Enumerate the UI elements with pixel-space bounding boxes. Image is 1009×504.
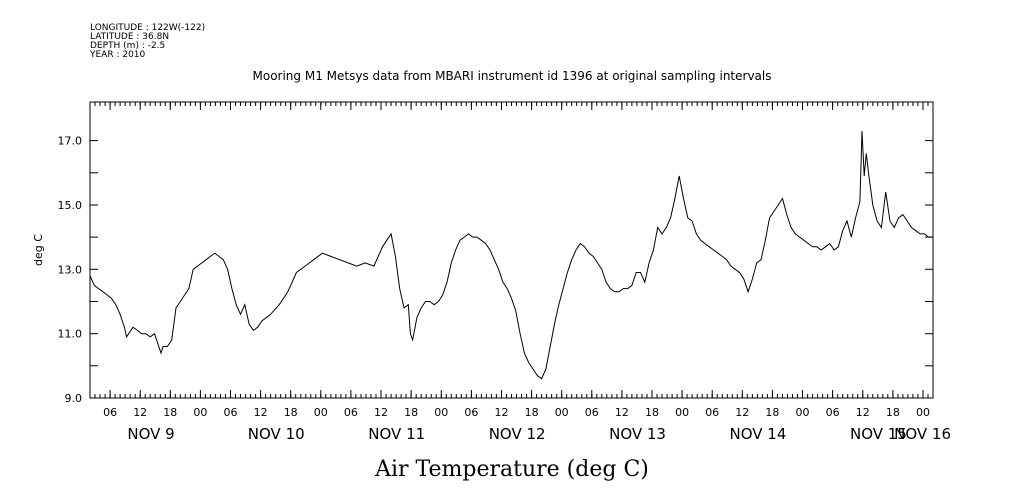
x-day-label: NOV 13 bbox=[609, 425, 666, 443]
x-hour-tick-label: 00 bbox=[916, 406, 930, 419]
x-hour-tick-label: 12 bbox=[735, 406, 749, 419]
x-day-label: NOV 15 bbox=[850, 425, 907, 443]
y-axis-label: deg C bbox=[32, 234, 45, 266]
y-tick-labels: 9.0 11.0 13.0 15.0 17.0 bbox=[58, 135, 83, 405]
x-hour-tick-label: 06 bbox=[344, 406, 358, 419]
y-ticks bbox=[90, 140, 933, 399]
plot-frame bbox=[89, 101, 934, 399]
x-hour-tick-label: 06 bbox=[705, 406, 719, 419]
x-day-label: NOV 11 bbox=[368, 425, 425, 443]
y-tick-label: 17.0 bbox=[58, 135, 83, 148]
longitude-text: LONGITUDE : 122W(-122) bbox=[90, 23, 205, 33]
x-hour-tick-label: 18 bbox=[404, 406, 418, 419]
y-tick-label: 13.0 bbox=[58, 263, 83, 276]
x-hour-tick-label: 18 bbox=[645, 406, 659, 419]
x-hour-tick-label: 00 bbox=[434, 406, 448, 419]
x-day-label: NOV 9 bbox=[127, 425, 174, 443]
x-hour-tick-label: 00 bbox=[193, 406, 207, 419]
x-day-labels: NOV 9 NOV 10 NOV 11 NOV 12 NOV 13 NOV 14 NOV 1… bbox=[127, 425, 951, 443]
x-hour-tick-label: 12 bbox=[133, 406, 147, 419]
year-text: YEAR : 2010 bbox=[89, 50, 146, 60]
latitude-text: LATITUDE : 36.8N bbox=[90, 32, 169, 42]
x-axis-title: Air Temperature (deg C) bbox=[374, 457, 649, 482]
x-hour-tick-label: 12 bbox=[254, 406, 268, 419]
x-hour-tick-label: 12 bbox=[374, 406, 388, 419]
header-info: LONGITUDE : 122W(-122) LATITUDE : 36.8N … bbox=[89, 23, 205, 60]
x-hour-tick-label: 18 bbox=[525, 406, 539, 419]
x-day-label: NOV 16 bbox=[894, 425, 951, 443]
x-day-label: NOV 14 bbox=[730, 425, 787, 443]
x-hour-tick-label: 18 bbox=[765, 406, 779, 419]
x-hour-tick-label: 06 bbox=[224, 406, 238, 419]
x-hour-tick-label: 18 bbox=[886, 406, 900, 419]
x-day-label: NOV 10 bbox=[248, 425, 305, 443]
x-major-ticks bbox=[109, 102, 924, 398]
x-hour-tick-label: 12 bbox=[495, 406, 509, 419]
x-hour-tick-label: 00 bbox=[796, 406, 810, 419]
y-tick-label: 9.0 bbox=[65, 392, 83, 405]
temperature-series-line bbox=[89, 130, 933, 380]
y-tick-label: 11.0 bbox=[58, 328, 83, 341]
x-minor-ticks bbox=[89, 102, 934, 398]
x-hour-tick-label: 18 bbox=[284, 406, 298, 419]
y-tick-label: 15.0 bbox=[58, 199, 83, 212]
x-hour-tick-label: 06 bbox=[464, 406, 478, 419]
x-hour-tick-label: 00 bbox=[555, 406, 569, 419]
x-hour-tick-label: 00 bbox=[314, 406, 328, 419]
x-hour-tick-label: 12 bbox=[615, 406, 629, 419]
x-hour-tick-label: 06 bbox=[103, 406, 117, 419]
x-hour-labels: 06 12 18 00 06 12 18 00 06 12 18 00 06 12 18 00 06 12 18 00… bbox=[103, 406, 930, 419]
x-day-label: NOV 12 bbox=[489, 425, 546, 443]
depth-text: DEPTH (m) : -2.5 bbox=[90, 41, 165, 51]
x-hour-tick-label: 06 bbox=[826, 406, 840, 419]
x-hour-tick-label: 18 bbox=[163, 406, 177, 419]
x-hour-tick-label: 06 bbox=[585, 406, 599, 419]
x-hour-tick-label: 12 bbox=[856, 406, 870, 419]
x-hour-tick-label: 00 bbox=[675, 406, 689, 419]
chart-title: Mooring M1 Metsys data from MBARI instru… bbox=[253, 69, 772, 83]
